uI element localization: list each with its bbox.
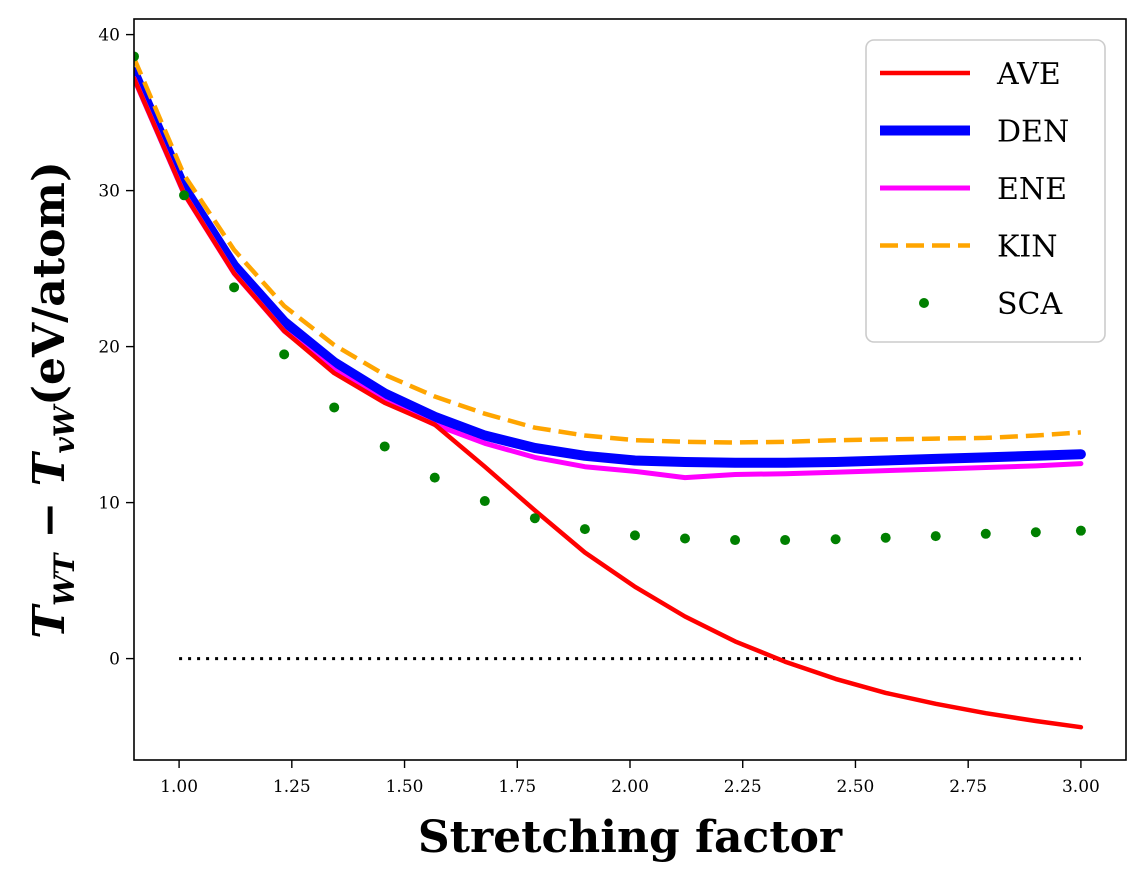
legend-box [865, 39, 1106, 343]
y-axis: 0 10 20 30 40 [98, 26, 134, 670]
x-tick-label: 2.75 [949, 777, 987, 797]
data-point-sca [1030, 527, 1041, 538]
y-tick-label: 10 [98, 494, 120, 514]
x-tick-label: 2.50 [837, 777, 875, 797]
y-tick-label: 40 [98, 26, 120, 46]
x-tick-label: 1.75 [498, 777, 536, 797]
data-point-sca [229, 282, 240, 293]
svg-text:TWT − TvW(eV/atom): TWT − TvW(eV/atom) [24, 161, 81, 639]
legend-label-ave: AVE [996, 57, 1061, 92]
x-tick-label: 1.25 [273, 777, 311, 797]
data-point-sca [980, 528, 991, 539]
plot-area [134, 51, 1086, 730]
x-tick-label: 1.00 [160, 777, 198, 797]
data-point-sca [529, 513, 540, 524]
data-point-sca [279, 349, 290, 360]
x-axis: 1.00 1.25 1.50 1.75 2.00 2.25 2.50 2.75 3.00 [160, 760, 1100, 797]
data-point-sca [479, 496, 490, 507]
data-point-sca [830, 534, 841, 545]
data-point-sca [780, 535, 791, 546]
legend-label-kin: KIN [997, 230, 1058, 265]
data-point-sca [179, 190, 190, 201]
data-point-sca [730, 535, 741, 546]
y-tick-label: 0 [109, 650, 120, 670]
legend: AVE DEN ENE KIN SCA [865, 39, 1106, 343]
data-point-sca [329, 402, 340, 413]
x-axis-label: Stretching factor [418, 812, 843, 863]
data-point-sca [429, 472, 440, 483]
data-point-sca [930, 531, 941, 542]
legend-label-den: DEN [997, 115, 1069, 150]
x-tick-label: 3.00 [1062, 777, 1100, 797]
y-axis-label: TWT − TvW(eV/atom) [24, 161, 81, 639]
series-line-kin [134, 57, 1082, 445]
legend-label-ene: ENE [997, 172, 1067, 207]
x-tick-label: 2.25 [724, 777, 762, 797]
data-point-sca [629, 530, 640, 541]
y-tick-label: 30 [98, 182, 120, 202]
data-point-sca [1075, 525, 1086, 536]
data-point-sca [379, 441, 390, 452]
data-point-sca [880, 532, 891, 543]
series-line-ave [134, 76, 1084, 730]
x-tick-label: 2.00 [611, 777, 649, 797]
legend-marker-sca [919, 298, 929, 308]
series-line-den [134, 67, 1086, 468]
legend-label-sca: SCA [997, 287, 1063, 322]
data-point-sca [680, 533, 691, 544]
data-point-sca [579, 524, 590, 535]
y-tick-label: 20 [98, 338, 120, 358]
x-tick-label: 1.50 [386, 777, 424, 797]
data-point-sca [134, 51, 139, 62]
